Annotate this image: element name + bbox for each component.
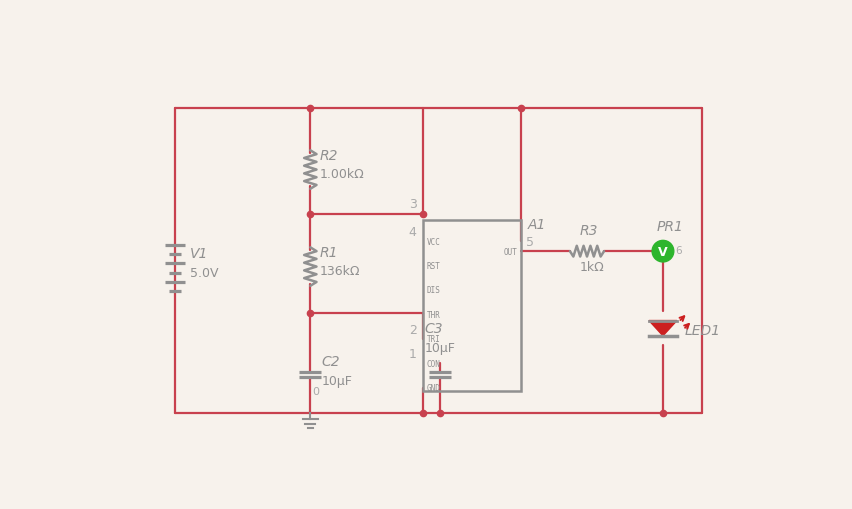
Text: DIS: DIS xyxy=(427,286,440,295)
Text: CON: CON xyxy=(427,359,440,368)
Text: V: V xyxy=(658,245,668,258)
Text: 5.0V: 5.0V xyxy=(190,266,219,279)
Text: 10μF: 10μF xyxy=(424,342,455,355)
Circle shape xyxy=(652,241,674,263)
Text: 6: 6 xyxy=(676,245,682,255)
Text: THR: THR xyxy=(427,310,440,319)
Text: C2: C2 xyxy=(321,354,340,369)
Text: VCC: VCC xyxy=(427,237,440,246)
Polygon shape xyxy=(649,321,676,336)
Text: LED1: LED1 xyxy=(685,324,721,337)
Bar xyxy=(423,221,521,391)
Text: PR1: PR1 xyxy=(657,219,683,233)
Text: V1: V1 xyxy=(190,247,209,261)
Text: A1: A1 xyxy=(527,218,545,232)
Text: GND: GND xyxy=(427,383,440,392)
Text: 1: 1 xyxy=(409,347,417,360)
Text: RST: RST xyxy=(427,262,440,270)
Text: TRI: TRI xyxy=(427,334,440,344)
Text: 10μF: 10μF xyxy=(321,374,352,387)
Text: C3: C3 xyxy=(424,321,443,335)
Text: 0: 0 xyxy=(313,387,320,397)
Text: 136kΩ: 136kΩ xyxy=(320,265,360,278)
Text: OUT: OUT xyxy=(504,247,517,256)
Text: R2: R2 xyxy=(320,149,338,162)
Text: R1: R1 xyxy=(320,245,338,259)
Text: R3: R3 xyxy=(579,224,598,238)
Text: 4: 4 xyxy=(409,225,417,239)
Text: 2: 2 xyxy=(409,323,417,336)
Text: 1kΩ: 1kΩ xyxy=(579,260,604,273)
Text: 5: 5 xyxy=(526,236,533,248)
Text: 3: 3 xyxy=(409,197,417,210)
Text: 1.00kΩ: 1.00kΩ xyxy=(320,168,365,181)
